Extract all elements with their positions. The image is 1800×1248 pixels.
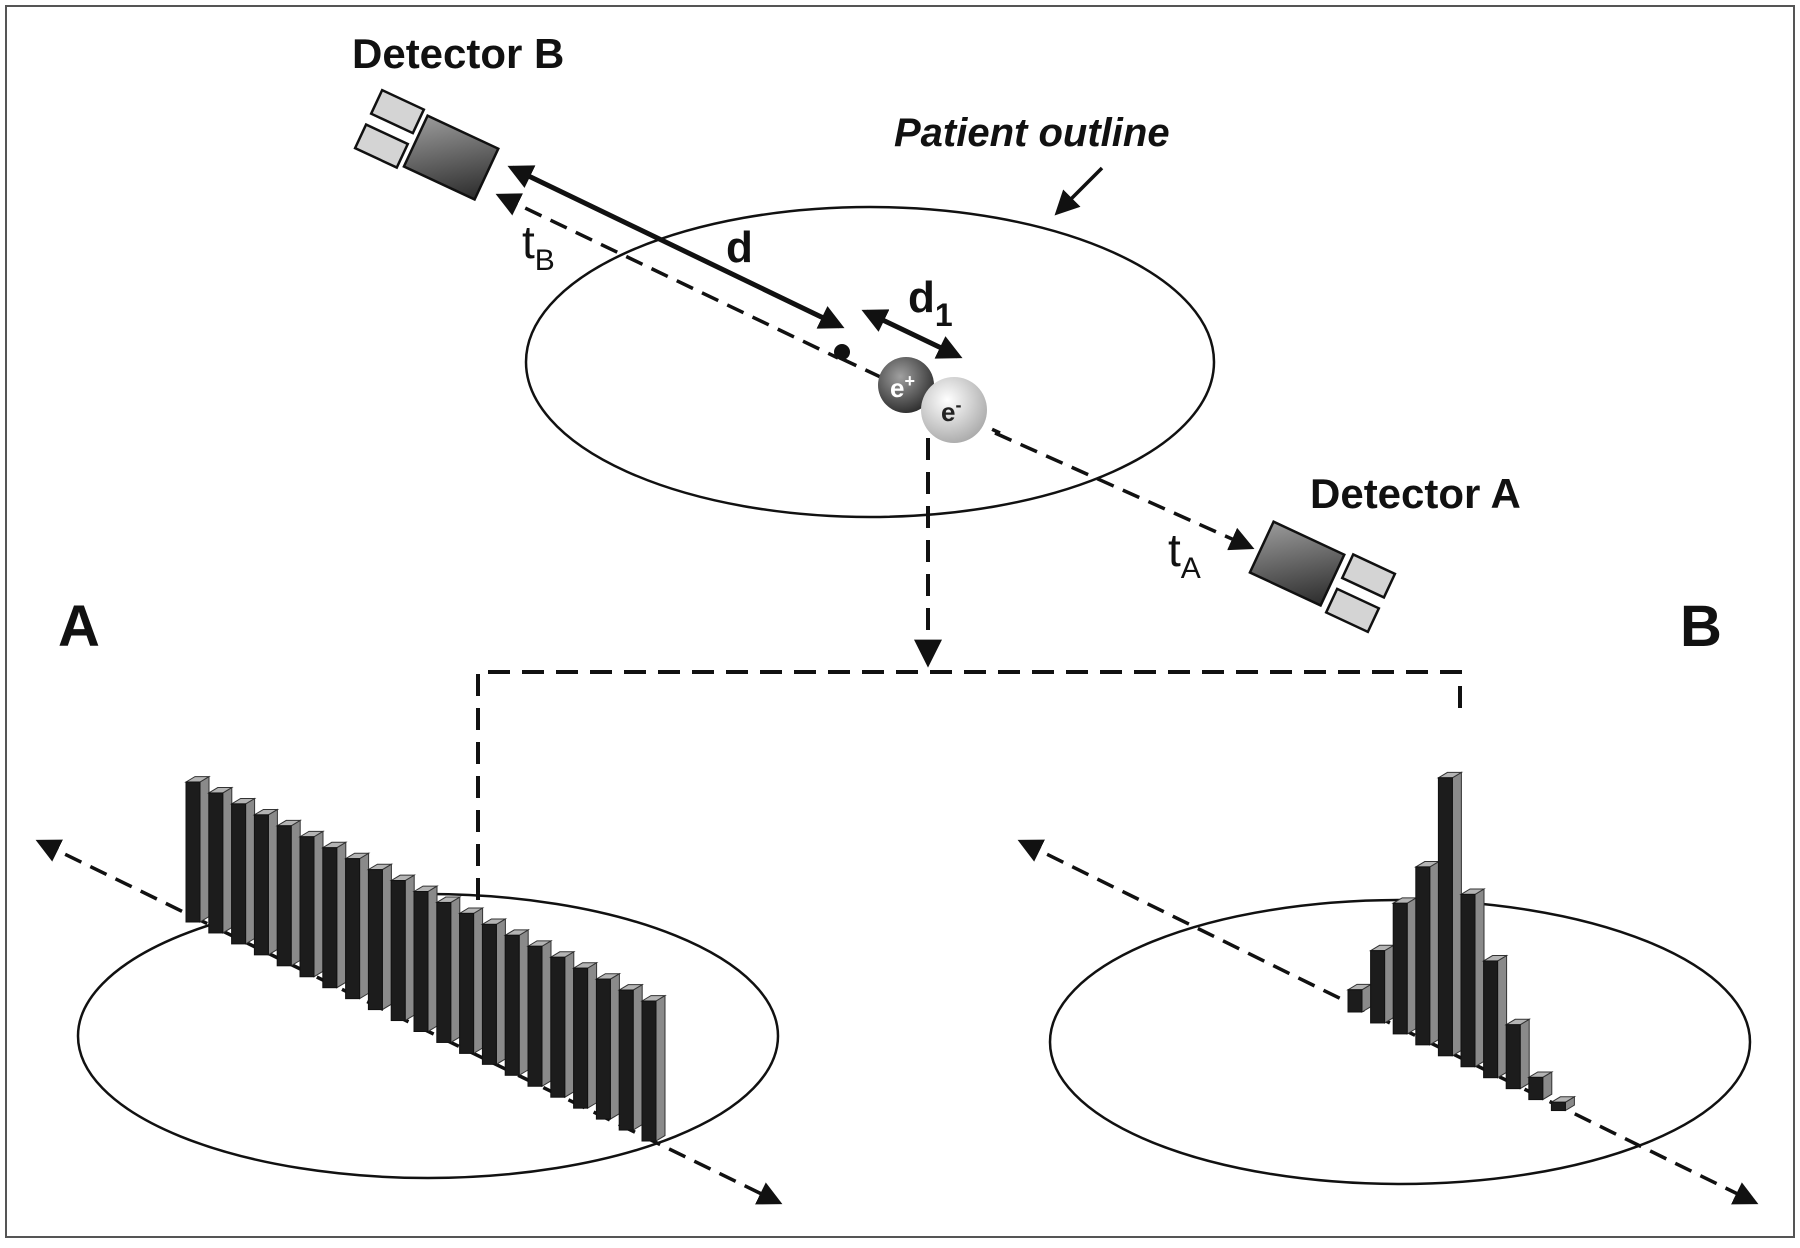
panel-a-bar-19	[594, 972, 622, 1120]
panel-a-bar-10	[389, 874, 417, 1022]
distance-d-label: d	[726, 223, 753, 272]
panel-a-bar-18	[571, 961, 599, 1110]
panel-a-bar-20	[617, 983, 645, 1131]
panel-a-bar-12	[434, 896, 462, 1044]
panel-b-bar-4	[1413, 860, 1441, 1046]
electron-label: e-	[941, 395, 961, 427]
panel-a-histogram	[184, 775, 667, 1142]
detector-a-icon	[1248, 520, 1397, 634]
panel-a-bar-14	[480, 918, 508, 1066]
line-of-response-b	[495, 193, 839, 360]
panel-b-bar-10	[1549, 1095, 1577, 1112]
time-tb-label: tB	[522, 216, 555, 277]
distance-d1-arrow	[861, 309, 963, 359]
panel-a-bar-5	[275, 819, 303, 967]
panel-a-bar-4	[252, 808, 280, 956]
panel-a-bar-3	[229, 797, 257, 945]
panel-b-bar-1	[1346, 983, 1373, 1013]
positron-label: e+	[890, 371, 915, 403]
panel-b-bar-7	[1481, 954, 1509, 1079]
panel-b-bar-8	[1504, 1018, 1532, 1090]
panel-b-histogram	[1346, 771, 1577, 1112]
patient-outline-pointer	[1054, 166, 1104, 216]
panel-b-bar-2	[1368, 944, 1396, 1024]
patient-outline-label: Patient outline	[894, 111, 1170, 155]
panel-b-bar-3	[1391, 896, 1419, 1035]
panel-a-bar-15	[503, 929, 531, 1077]
panel-a-bar-16	[526, 939, 553, 1088]
panel-a-label: A	[58, 594, 100, 659]
panel-a-bar-2	[206, 786, 234, 934]
detector-a-label: Detector A	[1310, 470, 1521, 517]
panel-a-bar-21	[640, 994, 667, 1142]
panel-a-bar-17	[548, 950, 576, 1099]
panel-a-bar-6	[298, 830, 325, 978]
panel-a-bar-9	[366, 863, 394, 1011]
distance-d-arrow	[507, 165, 845, 329]
panel-b-bar-9	[1526, 1071, 1554, 1101]
patient-outline-ellipse	[524, 205, 1216, 519]
panel-b-bar-6	[1459, 888, 1486, 1068]
panel-a-bar-7	[320, 841, 348, 989]
time-ta-label: tA	[1168, 524, 1201, 585]
panel-b-label: B	[1680, 594, 1722, 659]
distance-d1-label: d1	[908, 273, 953, 333]
panel-a-bar-11	[412, 885, 439, 1033]
panel-connector	[476, 670, 1462, 900]
positron-sphere	[878, 357, 934, 413]
panel-a-lor	[35, 839, 783, 1205]
panel-a-bar-8	[343, 852, 371, 1000]
panel-b-lor	[1017, 839, 1759, 1205]
detector-b-icon	[353, 88, 500, 202]
center-point	[834, 344, 850, 360]
figure-frame	[5, 5, 1795, 1238]
line-of-response-a	[994, 431, 1255, 551]
panel-b-bar-5	[1436, 771, 1464, 1057]
panel-a-bar-13	[457, 907, 485, 1055]
detector-b-label: Detector B	[352, 30, 564, 77]
panel-a-bar-1	[184, 775, 211, 923]
electron-sphere	[921, 377, 987, 443]
